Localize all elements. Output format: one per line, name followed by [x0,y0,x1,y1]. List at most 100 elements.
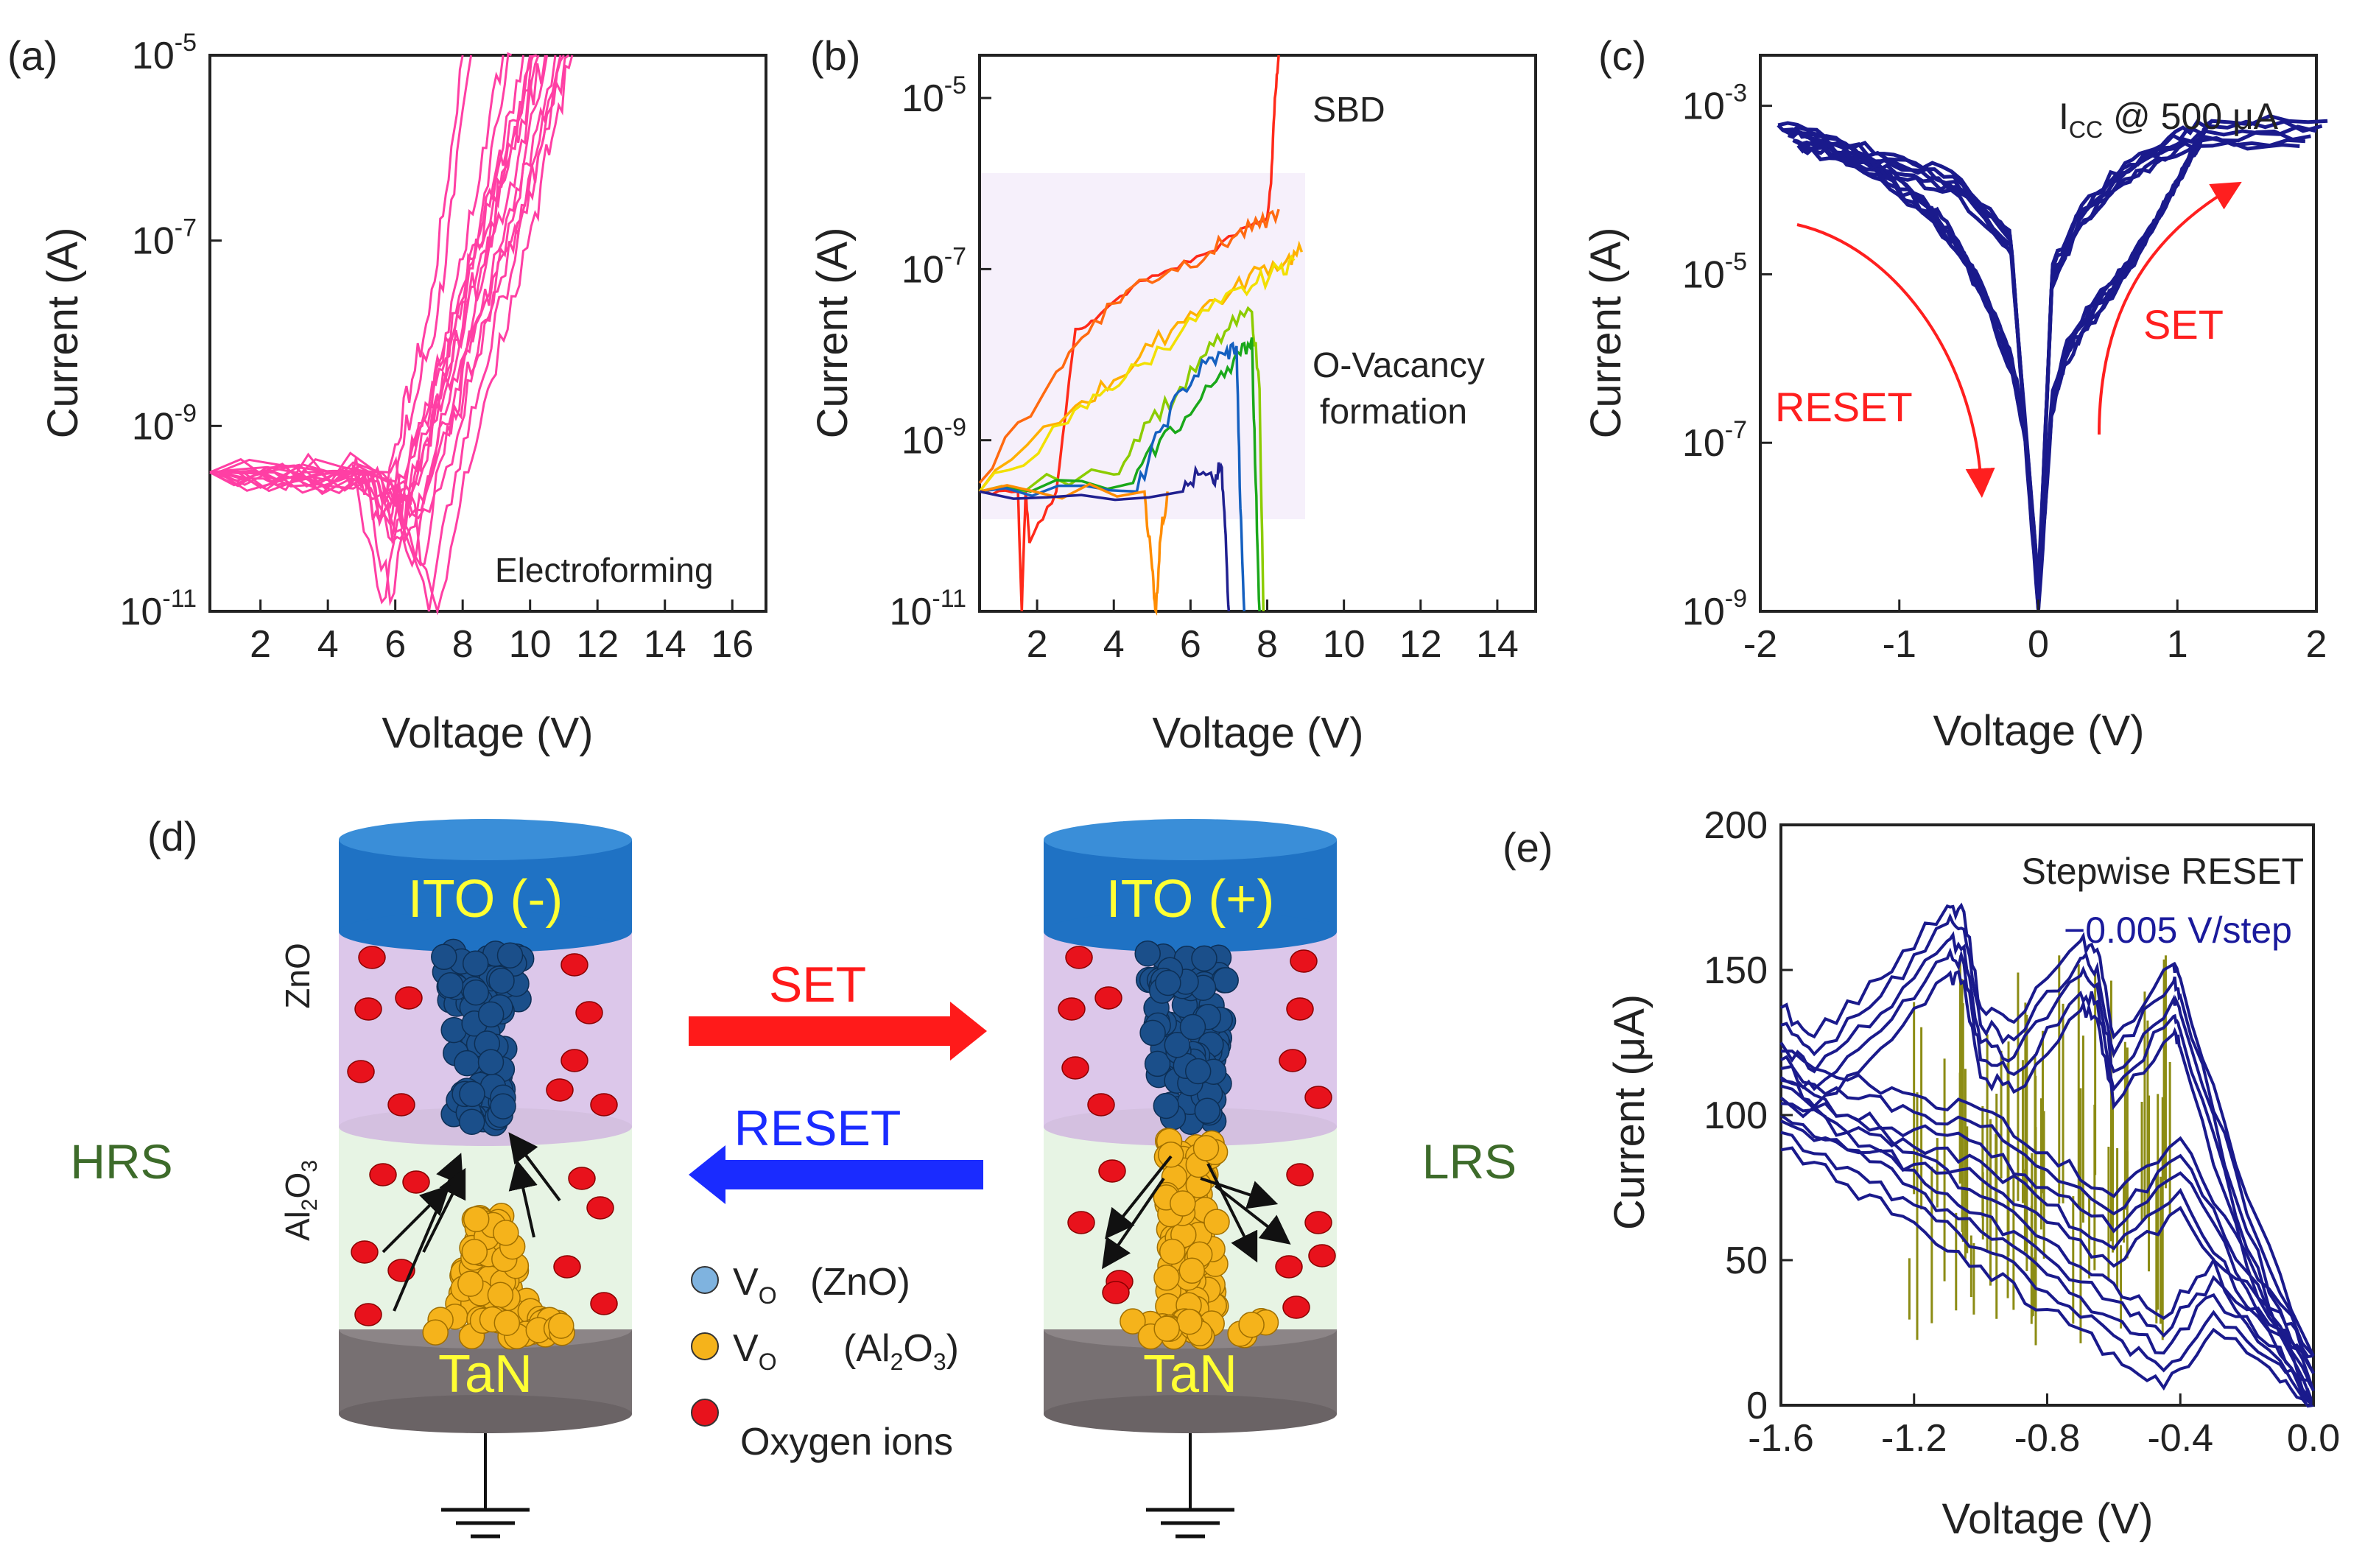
al2o3-vacancy-ball [422,1319,449,1346]
zno-vacancy-ball [490,1093,516,1119]
c-series-line-1-3 [2037,129,2311,600]
y-tick-exp: -7 [944,242,966,270]
x-tick-label: -0.8 [2014,1417,2081,1460]
al2o3-sub3: 3 [298,1160,322,1173]
ylabel-a: Current (A) [39,228,87,439]
icc-i: I [2059,96,2069,137]
y-tick-label: 10-9 [1682,585,1747,633]
ylabel-b: Current (A) [809,228,857,439]
c-series-line-3-2 [1797,143,2040,605]
e-series-group [1779,902,2315,1408]
xlabel-c: Voltage (V) [1933,707,2145,755]
a-series-line-8 [209,54,538,532]
a-series-line-6 [209,55,532,605]
b-xticks: 2 4 6 8 10 12 14 [1027,600,1519,666]
legend-vo-al2o3-v: V [733,1327,759,1370]
a-xticks: 2 4 6 8 10 12 14 16 [250,600,753,666]
y-tick-exp: -5 [944,71,966,99]
annotation-electroforming: Electroforming [495,551,714,589]
al2o3-vacancy-ball [548,1312,574,1339]
panel-e: (e) -1.6 -1.2 -0.8 -0.4 0.0 0 50 100 150 200 Vol… [1503,804,2340,1543]
oxygen-ion [347,1060,375,1083]
y-tick-label: 10-7 [902,242,966,291]
al2o3-label: Al2O3 [278,1160,322,1241]
oxygen-ion [369,1163,397,1186]
panel-label-c: (c) [1598,32,1646,79]
e-yticks: 0 50 100 150 200 [1704,804,1793,1427]
x-tick-label: 10 [1323,623,1366,666]
y-tick-label: 10-9 [132,399,197,448]
oxygen-ion [387,1093,415,1117]
al2o3-vacancy-ball [1238,1312,1265,1338]
y-tick-base: 10 [132,35,175,77]
zno-label: ZnO [278,943,317,1008]
right-zno-vacancy-filament [1134,940,1239,1135]
e-series-line-3-5 [1780,1050,2315,1357]
e-xticks: -1.6 -1.2 -0.8 -0.4 0.0 [1748,1393,2340,1460]
x-tick-label: 12 [576,623,619,666]
x-tick-label: 10 [509,623,552,666]
annotation-stepwise-reset: Stepwise RESET [2022,851,2304,892]
x-tick-label: -0.4 [2147,1417,2213,1460]
right-migration-arrows [1101,1155,1291,1270]
x-tick-label: 16 [711,623,753,666]
legend-vo-zno-sub: O [759,1282,777,1309]
e-series-line-1-4 [1780,913,2315,1374]
set-arrow-d [689,1002,987,1061]
y-tick-base: 10 [120,591,163,633]
annotation-icc: ICC @ 500 μA [2059,96,2279,143]
al2o3-vacancy-ball [487,1282,514,1309]
x-tick-label: 14 [644,623,686,666]
x-tick-label: 8 [452,623,474,666]
e-series-line-1-3 [1779,931,2315,1391]
e-series-line-2-2 [1780,1131,2315,1406]
x-tick-label: 6 [384,623,406,666]
b-series-line-7 [979,341,1246,612]
legend-oxygen: Oxygen ions [740,1421,953,1463]
right-al2o3-vacancy-filament [1120,1128,1279,1350]
oxygen-ion [1098,1159,1126,1183]
a-series-echo-7 [217,55,574,616]
e-series-line-3-3 [1780,1084,2315,1392]
y-tick-label: 100 [1704,1094,1768,1137]
zno-vacancy-ball [1191,945,1217,972]
panel-d: (d) ITO (-) TaN ZnO Al2O3 [70,813,1517,1539]
c-series-line-2-5 [1782,127,2040,590]
oxygen-ion [1061,1056,1089,1080]
oxygen-ion [1290,949,1318,973]
e-series-line-1-1 [1779,969,2315,1407]
b-series-group [978,55,1304,616]
y-tick-label: 10-11 [120,585,197,633]
al2o3-vacancy-ball [1176,1308,1203,1335]
reset-arrow-c [1796,223,1995,498]
left-zno-vacancy-filament [431,938,535,1136]
legend-vo-al2o3: VO (Al2O3) [733,1327,959,1375]
y-tick-base: 10 [890,591,932,633]
c-series-line-2-1 [1802,147,2040,610]
migration-arrow [1206,1163,1258,1263]
panel-label-a: (a) [7,32,57,79]
al2o3-vacancy-ball [1192,1135,1220,1161]
al2o3-vacancy-ball [1120,1308,1146,1335]
left-tan-bottom [339,1395,632,1433]
zno-vacancy-ball [496,942,524,968]
x-tick-label: -1.2 [1881,1417,1947,1460]
icc-sub: CC [2069,116,2103,143]
a-series-echo-8 [218,55,547,544]
y-tick-base: 10 [902,77,944,120]
a-series-echo-3 [217,55,533,508]
b-series-line-2 [978,208,1280,484]
annotation-step-rate: −0.005 V/step [2064,910,2292,951]
legend-vo-zno-v: V [733,1261,759,1304]
zno-vacancy-ball [437,971,464,999]
oxygen-ion [553,1255,581,1279]
oxygen-ion [1094,986,1122,1010]
zno-vacancy-ball [463,979,489,1006]
y-tick-base: 10 [132,405,175,448]
icc-rest: @ 500 μA [2103,96,2279,137]
zno-vacancy-ball [1134,940,1161,967]
x-tick-label: -1.6 [1748,1417,1814,1460]
